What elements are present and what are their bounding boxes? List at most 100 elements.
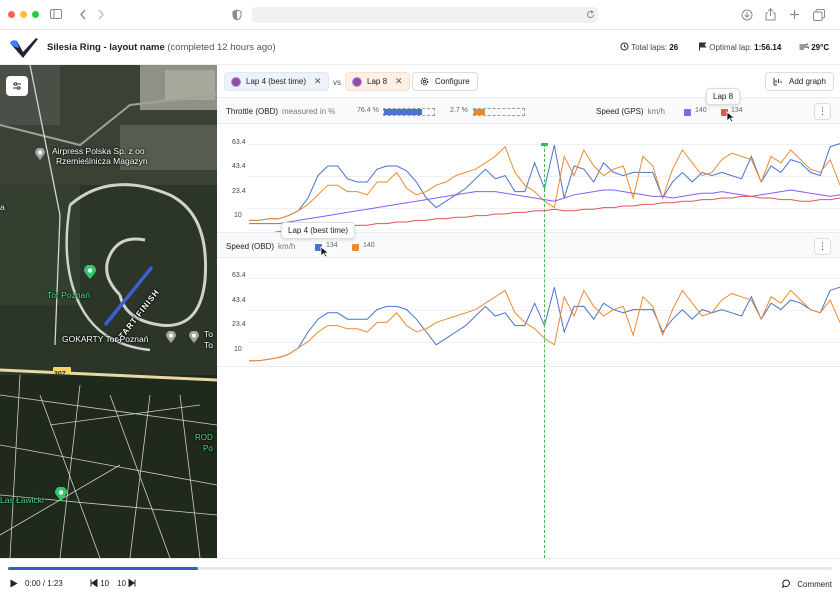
throttle-lap-b-bar bbox=[473, 108, 525, 116]
add-graph-button[interactable]: Add graph bbox=[765, 72, 834, 91]
panel1-header: Throttle (OBD) measured in % 76.4 % 2.7 %… bbox=[217, 98, 840, 124]
map-pin-green-icon bbox=[84, 265, 96, 279]
skip-back-label: 10 bbox=[100, 579, 110, 588]
map-imagery bbox=[0, 65, 217, 558]
mouse-cursor-icon bbox=[726, 111, 736, 123]
configure-button[interactable]: Configure bbox=[412, 72, 478, 91]
playback-bar: 0:00 / 1:23 10 10 Comment bbox=[0, 558, 840, 597]
throttle-lap-a-bar bbox=[383, 108, 435, 116]
play-icon[interactable] bbox=[10, 579, 18, 588]
panel1-title-2: Speed (GPS) km/h bbox=[596, 107, 665, 116]
lap-a-label: Lap 4 (best time) bbox=[246, 77, 307, 86]
panel1-menu-button[interactable]: ⋮ bbox=[814, 103, 831, 120]
panel2-title-text: Speed (OBD) bbox=[226, 242, 275, 251]
lap-a-chip[interactable]: Lap 4 (best time) ✕ bbox=[224, 72, 329, 91]
panel1-lap-a-value: 76.4 % bbox=[357, 107, 379, 114]
playback-progress-fill bbox=[8, 567, 198, 570]
chart1-ytick-2: 23.4 bbox=[232, 188, 246, 195]
skip-forward-button[interactable]: 10 bbox=[117, 578, 136, 588]
panel1-title: Throttle (OBD) measured in % bbox=[226, 107, 335, 116]
playback-time: 0:00 / 1:23 bbox=[25, 579, 63, 588]
throttle-lap-b-fill bbox=[474, 109, 485, 115]
new-tab-icon[interactable] bbox=[789, 9, 800, 23]
throttle-lap-a-fill bbox=[384, 109, 422, 115]
playhead-line[interactable] bbox=[544, 144, 545, 558]
chart1-ytick-3: 10 bbox=[234, 212, 242, 219]
address-bar[interactable] bbox=[252, 7, 598, 23]
speed-lap-a-value: 134 bbox=[326, 242, 338, 249]
map-label-a: a bbox=[0, 202, 5, 212]
remove-lap-a-icon[interactable]: ✕ bbox=[314, 76, 322, 86]
speed-lap-b-swatch bbox=[352, 244, 359, 251]
chart-add-icon bbox=[773, 78, 782, 86]
total-laps-stat: Total laps: 26 bbox=[620, 42, 678, 52]
map-pin-park-icon bbox=[55, 487, 67, 501]
map-pin-to-icon bbox=[189, 331, 199, 343]
map-label-rod: ROD bbox=[195, 433, 213, 442]
browser-toolbar bbox=[0, 0, 840, 30]
gps-lap-a-swatch bbox=[684, 109, 691, 116]
panel2-title: Speed (OBD) km/h bbox=[226, 242, 295, 251]
back-icon[interactable] bbox=[79, 9, 87, 23]
wind-icon bbox=[799, 43, 809, 50]
reload-icon[interactable] bbox=[586, 10, 595, 22]
laps-icon bbox=[620, 42, 629, 51]
tabs-overview-icon[interactable] bbox=[813, 9, 825, 24]
lap-b-label: Lap 8 bbox=[367, 77, 388, 86]
comment-button[interactable]: Comment bbox=[781, 579, 832, 589]
panel1-title-text: Throttle (OBD) bbox=[226, 107, 279, 116]
total-laps-label: Total laps: bbox=[631, 43, 668, 52]
panel1-unit: measured in % bbox=[282, 107, 336, 116]
optimal-lap-value: 1:56.14 bbox=[754, 43, 782, 52]
playhead-marker[interactable] bbox=[541, 143, 548, 146]
lap-b-avatar bbox=[352, 76, 362, 87]
minimize-window-button[interactable] bbox=[20, 11, 27, 18]
forward-icon[interactable] bbox=[97, 9, 105, 23]
chart2-ytick-0: 63.4 bbox=[232, 272, 246, 279]
add-graph-label: Add graph bbox=[789, 77, 826, 86]
map-settings-button[interactable] bbox=[6, 76, 28, 96]
skip-back-button[interactable]: 10 bbox=[90, 578, 110, 588]
mouse-cursor-2-icon bbox=[320, 246, 330, 258]
map-label-tor-poznan: Tor Poznań bbox=[47, 290, 90, 300]
chart2-ytick-2: 23.4 bbox=[232, 321, 246, 328]
sliders-icon bbox=[13, 82, 21, 90]
sidebar-toggle-icon[interactable] bbox=[50, 9, 62, 22]
download-icon[interactable] bbox=[741, 9, 753, 24]
weather-stat: 29°C bbox=[799, 42, 829, 52]
panel2-menu-button[interactable]: ⋮ bbox=[814, 238, 831, 255]
start-finish-line bbox=[103, 265, 154, 327]
shield-icon[interactable] bbox=[232, 9, 242, 24]
app-logo-icon[interactable] bbox=[9, 37, 39, 59]
completed-time: (completed 12 hours ago) bbox=[167, 42, 276, 53]
maximize-window-button[interactable] bbox=[32, 11, 39, 18]
skip-back-icon bbox=[90, 578, 98, 588]
configure-label: Configure bbox=[435, 77, 470, 86]
map-pin-icon bbox=[35, 148, 45, 160]
map-label-po: Po bbox=[203, 444, 213, 453]
map-pin-gokarty-icon bbox=[166, 331, 176, 343]
panel-divider bbox=[217, 366, 840, 367]
chart1-ytick-0: 63.4 bbox=[232, 139, 246, 146]
optimal-lap-stat: Optimal lap: 1:56.14 bbox=[698, 42, 781, 52]
skip-forward-icon bbox=[128, 578, 136, 588]
lap-a-avatar bbox=[231, 76, 241, 87]
map-label-rzemieslnicza: Rzemieślnicza Magazyn bbox=[56, 156, 148, 166]
share-icon[interactable] bbox=[765, 8, 776, 24]
comment-label: Comment bbox=[797, 580, 832, 589]
close-window-button[interactable] bbox=[8, 11, 15, 18]
optimal-lap-label: Optimal lap: bbox=[709, 43, 752, 52]
temperature-value: 29°C bbox=[811, 43, 830, 52]
lap-b-chip[interactable]: Lap 8 ✕ bbox=[345, 72, 410, 91]
total-laps-value: 26 bbox=[669, 43, 679, 52]
flag-icon bbox=[699, 42, 707, 51]
track-map[interactable]: a Airpress Polska Sp. z oo Rzemieślnicza… bbox=[0, 65, 217, 558]
track-name: Silesia Ring - layout name bbox=[47, 42, 165, 53]
remove-lap-b-icon[interactable]: ✕ bbox=[395, 76, 403, 86]
gear-icon bbox=[420, 77, 429, 86]
chart1-ytick-1: 43.4 bbox=[232, 163, 246, 170]
playback-progress[interactable] bbox=[8, 567, 832, 570]
skip-forward-label: 10 bbox=[117, 579, 126, 588]
vs-label: vs bbox=[333, 78, 341, 87]
map-road-number: 307 bbox=[54, 371, 66, 378]
